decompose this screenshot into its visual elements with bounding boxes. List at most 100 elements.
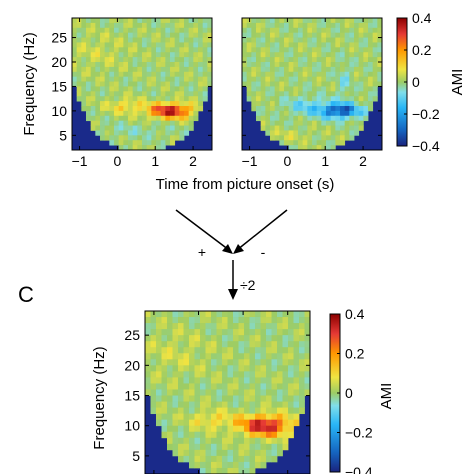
heatmap-cell [299,395,305,402]
heatmap-cell [170,135,176,141]
heatmap-cell [167,419,173,427]
heatmap-cell [86,47,92,53]
heatmap-cell [307,110,313,117]
y-tick-label: 15 [51,78,67,94]
heatmap-cell [151,101,157,107]
heatmap-cell [279,115,285,122]
heatmap-cell [304,377,311,384]
heatmap-cell [255,449,261,457]
heatmap-cell [354,32,360,38]
heatmap-cell [90,52,96,58]
plot-frame-top-right [241,17,383,151]
heatmap-cell [161,431,168,439]
heatmap-cell [161,317,168,324]
heatmap-cell [266,365,272,372]
heatmap-cell [293,27,299,34]
heatmap-cell [238,431,245,439]
heatmap-cell [368,47,374,53]
heatmap-cell [293,323,300,330]
heatmap-cell [293,125,299,131]
heatmap-cell [330,27,336,34]
heatmap-cell [207,27,213,34]
heatmap-cell [293,18,299,24]
heatmap-cell [146,81,152,87]
heatmap-cell [174,47,180,53]
heatmap-cell [165,106,171,112]
heatmap-cell [260,18,266,24]
heatmap-cell [205,461,212,469]
heatmap-cell [326,86,332,92]
heatmap-cell [284,22,290,29]
heatmap-cell [205,425,212,433]
heatmap-cell [167,425,173,433]
heatmap-cell [372,27,378,34]
heatmap-cell [279,135,285,141]
heatmap-cell [146,115,152,122]
heatmap-cell [161,389,168,396]
heatmap-cell [207,42,213,48]
heatmap-cell [255,377,261,384]
heatmap-cell [137,145,143,151]
heatmap-cell [160,22,166,29]
heatmap-cell [174,125,180,131]
heatmap-cell [282,419,289,427]
heatmap-cell [161,341,168,348]
heatmap-cell [198,47,204,53]
heatmap-cell [344,22,350,29]
heatmap-cell [354,120,360,126]
heatmap-cell [90,22,96,29]
colorbar-bottom-ticks: 0.40.20−0.2−0.4 [337,306,373,474]
heatmap-cell [302,47,308,53]
heatmap-cell [222,443,228,451]
heatmap-cell [161,329,168,336]
heatmap-cell [170,96,176,102]
heatmap-cell [233,443,239,451]
heatmap-cell [137,42,143,48]
heatmap-cell [86,106,92,112]
heatmap-cell [326,115,332,122]
heatmap-cell [249,443,256,451]
heatmap-cell [81,18,87,24]
heatmap-cell [349,37,355,43]
heatmap-cell [233,413,239,421]
heatmap-cell [335,42,341,48]
heatmap-cell [302,62,308,68]
heatmap-cell [299,365,305,372]
heatmap-cell [128,47,134,53]
heatmap-cell [128,32,134,38]
heatmap-cell [270,115,276,122]
heatmap-cell [145,371,151,378]
heatmap-cell [188,22,194,29]
heatmap-cell [86,91,92,97]
colorbar-tick-label: 0.2 [345,346,365,362]
heatmap-cell [72,42,78,48]
heatmap-cell [299,383,305,390]
heatmap-cell [302,125,308,131]
heatmap-cell [160,120,166,126]
heatmap-cell [312,86,318,92]
heatmap-cell [183,347,190,354]
heatmap-cell [277,329,283,336]
heatmap-cell [288,329,294,336]
heatmap-cell [198,37,204,43]
heatmap-cell [151,106,157,112]
heatmap-cell [179,57,185,63]
heatmap-cell [321,135,327,141]
heatmap-cell [227,455,234,463]
heatmap-cell [109,81,115,87]
heatmap-cell [277,437,283,445]
heatmap-cell [316,110,322,117]
heatmap-cell [368,66,374,73]
heatmap-cell [335,47,341,53]
heatmap-cell [321,91,327,97]
heatmap-cell [340,110,346,117]
heatmap-cell [109,115,115,122]
heatmap-cell [233,431,239,439]
heatmap-cell [349,130,355,136]
heatmap-cell [312,32,318,38]
heatmap-cell [211,431,217,439]
heatmap-cell [167,317,173,324]
heatmap-cell [316,52,322,58]
heatmap-cell [137,52,143,58]
heatmap-cell [156,335,162,342]
